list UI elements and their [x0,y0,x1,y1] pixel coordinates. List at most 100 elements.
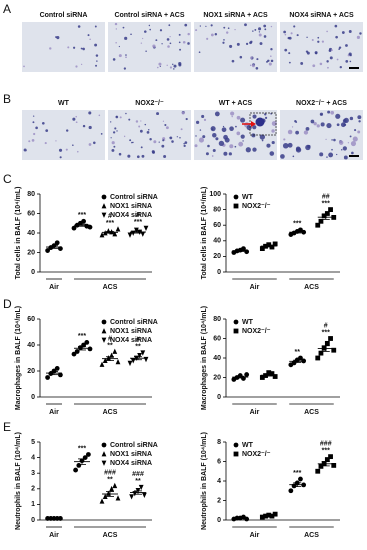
cell [236,115,241,120]
cell [340,149,343,151]
cell [128,118,131,121]
cell [127,154,131,158]
legend-label: Control siRNA [110,194,158,201]
cell [178,33,181,36]
cell [280,154,285,159]
cell [136,155,140,159]
cell [327,110,331,114]
cell [162,139,165,142]
cell [319,152,324,157]
significance: ### [104,470,116,477]
cell [58,148,63,152]
cell [178,41,181,44]
cell [338,140,344,145]
cell [41,121,45,125]
cell [35,126,38,130]
cell [125,56,127,59]
data-point [266,370,272,376]
legend-label: WT [242,319,254,326]
cell [157,66,159,69]
cell [185,117,188,121]
cell [212,133,217,138]
cell [310,119,315,124]
data-point [318,350,324,356]
cell [98,114,101,117]
cell [342,146,347,151]
y-tick-label: 5 [31,439,35,446]
legend-marker [233,451,239,457]
cell [114,127,117,130]
legend-marker [101,194,107,200]
cell [199,129,202,131]
cell [314,51,318,55]
legend-label: NOX4 siRNA [110,212,152,219]
cell [231,115,233,118]
image-caption: WT [58,100,70,107]
cell [311,38,314,41]
cell [88,143,92,146]
cell [229,126,234,131]
cell [139,129,143,133]
cell [75,115,77,118]
cell [131,141,133,144]
cell [358,120,361,123]
cell [118,54,122,58]
cell [229,44,233,48]
cell [141,154,145,158]
cell [258,33,262,37]
cell [326,30,328,33]
cell [259,134,266,140]
cell [290,130,292,133]
significance: *** [134,219,142,226]
cell [328,49,332,52]
cell [31,139,35,142]
y-axis-label: Neutrophils in BALF (10⁴/mL) [15,432,22,530]
cell [45,129,49,133]
cell [23,148,27,152]
cell [336,153,338,156]
cell [82,124,86,128]
cell [210,33,214,37]
cell [345,60,349,63]
cell [245,42,249,45]
x-category-label: ACS [304,409,319,416]
cell [88,125,92,130]
cell [214,111,220,117]
cell [95,64,98,67]
cell [284,48,288,52]
data-point [259,246,265,251]
cell [59,156,62,159]
y-axis-label: Total cells in BALF (10⁴/mL) [15,187,22,280]
cell [147,129,150,131]
significance: # [136,212,140,219]
significance: # [136,337,140,344]
cell [93,141,96,145]
cell [49,47,52,50]
cell [223,26,226,29]
x-category-label: Air [250,532,260,539]
y-tick-label: 0 [217,394,221,401]
data-point [244,372,250,377]
data-point [99,232,105,238]
cell [250,56,253,59]
y-tick-label: 20 [27,368,35,375]
data-point [71,351,77,357]
panel-label: C [3,172,12,186]
cell [179,136,181,139]
legend-marker [101,337,107,343]
cell [146,130,150,134]
data-point [112,231,118,237]
cell [331,139,333,141]
cell [80,47,83,50]
cell [207,144,210,148]
cell [72,144,74,146]
cell [195,135,197,137]
cell [167,45,170,48]
x-category-label: ACS [304,532,319,539]
cell [169,136,173,140]
cell [129,139,132,142]
cell [251,133,256,138]
cell [317,40,320,43]
cell [244,23,247,27]
cell [270,25,273,28]
